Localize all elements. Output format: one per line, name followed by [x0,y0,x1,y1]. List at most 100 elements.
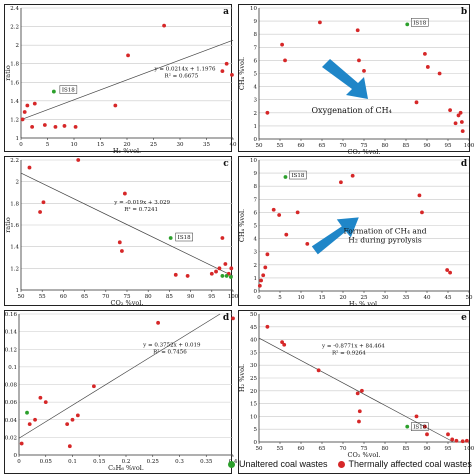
data-point-affected [126,53,130,58]
panel-letter: b [461,7,467,17]
panel-letter: c [223,159,229,169]
data-point-affected [465,438,469,443]
x-tick-label: 80 [382,143,389,149]
trendline [20,39,234,120]
data-point-affected [445,268,450,272]
x-tick-label: 95 [208,294,215,300]
panel-frame [238,4,470,152]
trendline-r2: R² = 0.7241 [124,206,158,213]
data-point-affected [25,103,30,108]
trendline-r2: R² = 0.7456 [153,348,187,355]
x-tick-label: 85 [166,294,173,300]
y-tick-label: 8 [254,32,258,38]
annotation-is18: IS18 [413,20,426,26]
x-axis-title: CO₂ %vol. [348,148,381,156]
data-point-affected [265,324,270,329]
x-tick-label: 10 [71,142,78,148]
x-tick-label: 100 [228,294,239,300]
arrow-label: Oxygenation of CH₄ [312,106,392,115]
x-tick-label: 0 [257,295,261,301]
annotation-is18: IS18 [62,88,75,94]
data-point-affected [282,342,287,347]
x-tick-label: 25 [150,142,157,148]
legend: Unaltered coal wastes Thermally affected… [228,456,472,472]
data-point-affected [425,432,429,437]
panel-frame [4,310,232,474]
panel-1: 0 5 10 15 20 25 30 35 40 1 1.2 1.4 1.6 1.8 2 2.2 2.4 H₂ %… [4,4,237,155]
data-point-affected [360,388,364,393]
arrow-label-line-2: H₂ during pyrolysis [348,235,422,244]
data-point-affected [20,117,25,122]
x-tick-label: 10 [298,295,305,301]
y-tick-label: 1.4 [10,99,19,105]
x-tick-label: 0.1 [68,459,77,465]
data-point-affected [53,124,58,129]
data-point-affected [263,265,268,270]
y-tick-label: 2.4 [10,6,19,12]
trendline-r2: R² = 0.9264 [332,349,366,356]
data-point-affected [75,413,80,418]
x-tick-label: 0.35 [200,459,213,465]
data-point-affected [425,65,430,69]
panel-frame [238,310,470,474]
data-point-affected [257,283,262,288]
y-tick-label: 1 [254,124,258,130]
data-point-affected [417,193,422,198]
x-tick-label: 65 [319,446,326,452]
y-tick-label: 3 [254,250,258,256]
data-point-affected [229,266,234,271]
data-point-affected [450,437,455,442]
x-tick-label: 70 [340,143,347,149]
y-axis-title: ratio [4,65,12,81]
data-point-affected [185,274,190,278]
data-point-affected [92,384,96,389]
data-point-affected [460,129,465,134]
data-point-affected [357,409,362,414]
y-tick-label: 0.12 [5,347,17,353]
data-point-affected [271,207,276,212]
y-tick-label: 0.14 [5,330,18,336]
y-tick-label: 0 [254,440,258,446]
x-tick-label: 20 [124,142,131,148]
y-tick-label: 4 [254,85,258,91]
y-tick-label: 2.2 [10,158,19,164]
x-tick-label: 45 [445,295,452,301]
y-axis-title: CH₄ %vol. [238,209,246,242]
data-point-affected [460,439,465,444]
annotation-box [175,232,193,242]
legend-label-affected: Thermally affected coal wastes [348,459,472,469]
x-tick-label: 0.25 [147,459,160,465]
annotation-is18: IS18 [291,173,304,179]
data-point-untreated [25,410,29,415]
data-point-untreated [220,274,225,278]
panel-3: 50 55 60 65 70 75 80 85 90 95 100 1 1.2 1.4 1.6 1.8 2 2.2… [4,156,239,307]
data-point-affected [156,320,161,325]
data-point-affected [76,158,81,162]
trendline [20,172,234,277]
data-point-affected [33,417,37,422]
data-point-affected [223,262,228,266]
y-tick-label: 2 [16,180,20,186]
y-tick-label: 7 [254,45,258,51]
data-point-affected [459,120,464,124]
data-point-affected [230,72,234,77]
x-tick-label: 20 [340,295,347,301]
x-tick-label: 90 [424,446,431,452]
data-point-affected [454,438,459,443]
trendline-equation: y = 0.0214x + 1.1976 [154,66,216,72]
y-tick-label: 0.02 [5,435,17,441]
data-point-affected [283,58,287,63]
trendline [258,337,454,443]
data-point-affected [261,273,266,278]
data-point-affected [41,200,46,205]
trendline-equation: y = -0.8771x + 84.464 [321,343,385,349]
y-tick-label: 1.8 [10,201,19,207]
arrow-label-line-1: Formation of CH₄ and [343,226,426,235]
x-tick-label: 75 [361,143,368,149]
y-tick-label: 2.2 [10,25,19,31]
data-point-affected [120,249,124,253]
x-tick-label: 50 [256,446,263,452]
x-tick-label: 95 [445,446,452,452]
x-tick-label: 55 [39,294,46,300]
legend-swatch-untreated [228,460,235,468]
